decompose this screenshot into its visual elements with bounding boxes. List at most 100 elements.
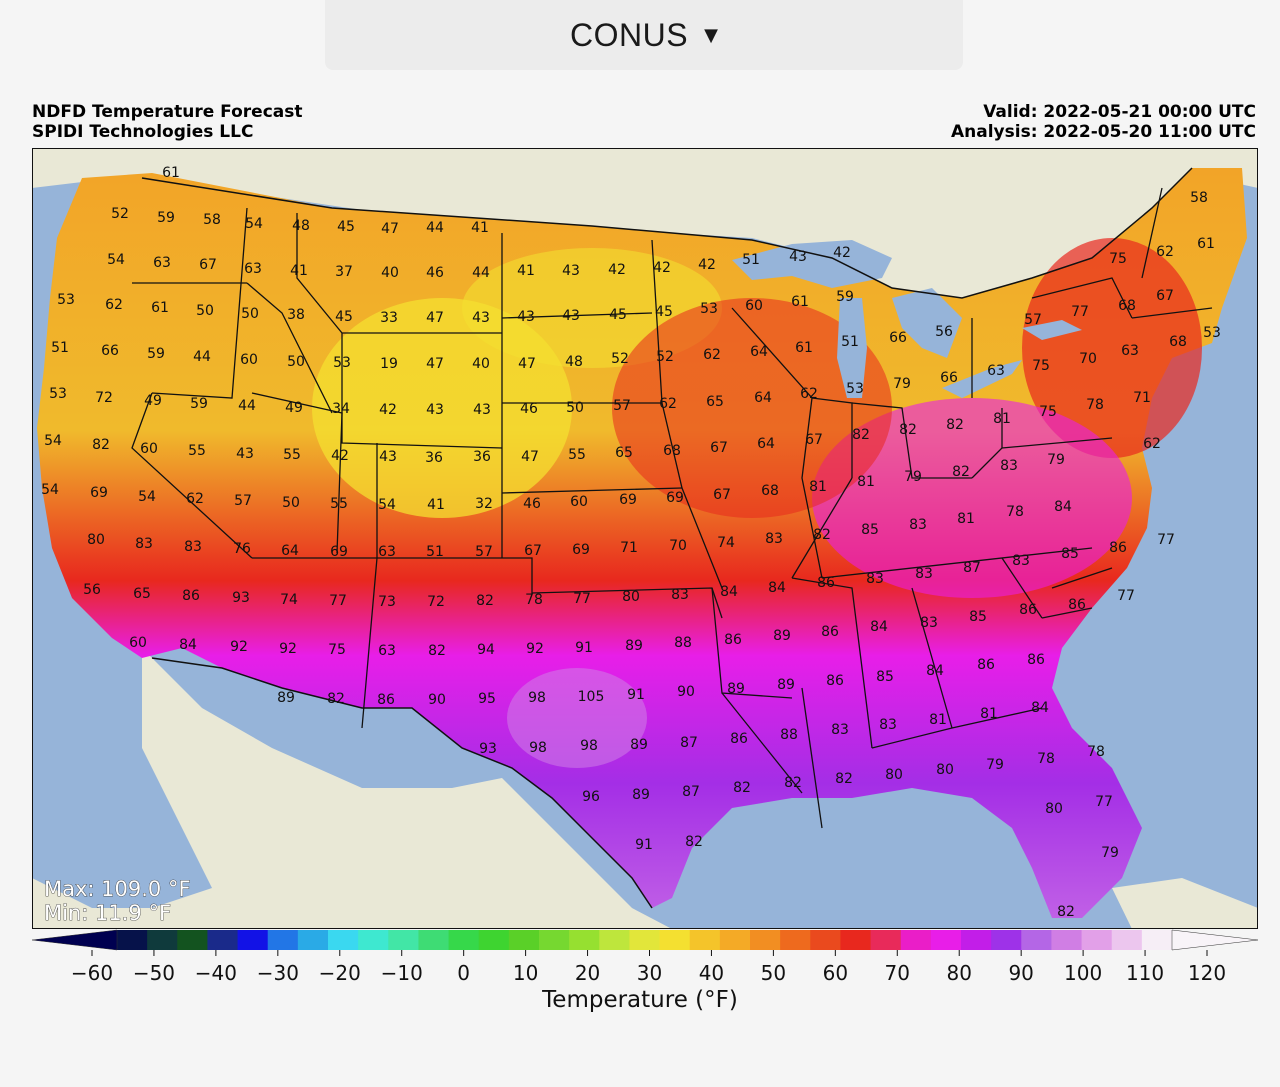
temperature-label: 19 (380, 356, 398, 372)
temperature-label: 83 (915, 566, 933, 582)
temperature-label: 98 (529, 740, 547, 756)
temperature-label: 79 (1101, 845, 1119, 861)
temperature-label: 87 (682, 784, 700, 800)
temperature-label: 61 (151, 300, 169, 316)
temperature-label: 56 (935, 324, 953, 340)
forecast-header-right: Valid: 2022-05-21 00:00 UTC Analysis: 20… (951, 102, 1256, 142)
temperature-label: 86 (1019, 602, 1037, 618)
temperature-label: 81 (957, 511, 975, 527)
temperature-label: 91 (575, 640, 593, 656)
colorbar-tick-label: 40 (699, 961, 724, 983)
temperature-label: 83 (920, 615, 938, 631)
temperature-label: 94 (477, 642, 495, 658)
temperature-label: 57 (613, 398, 631, 414)
temperature-label: 77 (1071, 304, 1089, 320)
temperature-label: 62 (105, 297, 123, 313)
temperature-label: 62 (186, 491, 204, 507)
temperature-label: 60 (129, 635, 147, 651)
temperature-label: 85 (1061, 546, 1079, 562)
temperature-label: 55 (330, 496, 348, 512)
colorbar-cell (1051, 930, 1083, 950)
temperature-label: 98 (528, 690, 546, 706)
colorbar-tick-label: −50 (133, 961, 175, 983)
temperature-label: 75 (328, 642, 346, 658)
temperature-label: 45 (335, 309, 353, 325)
temperature-label: 54 (44, 433, 62, 449)
temperature-label: 50 (196, 303, 214, 319)
temperature-label: 53 (333, 355, 351, 371)
temperature-label: 81 (929, 712, 947, 728)
temperature-label: 85 (876, 669, 894, 685)
temperature-label: 69 (666, 490, 684, 506)
temperature-label: 86 (817, 575, 835, 591)
temperature-label: 79 (893, 376, 911, 392)
temperature-label: 42 (608, 262, 626, 278)
temperature-label: 82 (784, 775, 802, 791)
temperature-label: 82 (327, 691, 345, 707)
colorbar-cell (750, 930, 781, 950)
temperature-label: 62 (800, 386, 818, 402)
temperature-label: 66 (101, 343, 119, 359)
colorbar-tick-label: 110 (1126, 961, 1164, 983)
temperature-label: 69 (619, 492, 637, 508)
temperature-label: 91 (627, 687, 645, 703)
temperature-label: 58 (1190, 190, 1208, 206)
colorbar-cell (1111, 930, 1143, 950)
temperature-label: 66 (889, 330, 907, 346)
temperature-label: 42 (653, 260, 671, 276)
colorbar-cell (539, 930, 570, 950)
temperature-label: 52 (611, 351, 629, 367)
temperature-label: 69 (572, 542, 590, 558)
temperature-label: 81 (993, 411, 1011, 427)
colorbar-high-arrow (1171, 929, 1258, 951)
temperature-label: 82 (733, 780, 751, 796)
colorbar-tick-label: 100 (1064, 961, 1102, 983)
temperature-label: 50 (282, 495, 300, 511)
midwest-red (612, 298, 892, 518)
region-dropdown-value: CONUS (570, 16, 689, 53)
temperature-label: 78 (1006, 504, 1024, 520)
temperature-label: 65 (615, 445, 633, 461)
temperature-label: 43 (562, 263, 580, 279)
temperature-label: 48 (565, 354, 583, 370)
temperature-label: 50 (287, 354, 305, 370)
temperature-label: 62 (703, 347, 721, 363)
temperature-label: 77 (1117, 588, 1135, 604)
temperature-label: 67 (805, 432, 823, 448)
temperature-label: 61 (795, 340, 813, 356)
temperature-label: 80 (622, 589, 640, 605)
temperature-label: 89 (773, 628, 791, 644)
temperature-label: 42 (331, 448, 349, 464)
temperature-label: 82 (946, 417, 964, 433)
temperature-label: 79 (904, 469, 922, 485)
temperature-label: 48 (292, 218, 310, 234)
state-borders (131, 187, 1213, 829)
temperature-label: 53 (846, 381, 864, 397)
temperature-label: 89 (632, 787, 650, 803)
colorbar-tick-label: −10 (381, 961, 423, 983)
lake-superior (732, 240, 892, 288)
temperature-label: 80 (1045, 801, 1063, 817)
temperature-label: 83 (671, 587, 689, 603)
colorbar-cell (1081, 930, 1113, 950)
temperature-label: 63 (153, 255, 171, 271)
temperature-label: 84 (179, 637, 197, 653)
colorbar-cell (810, 930, 841, 950)
temperature-label: 41 (471, 220, 489, 236)
temperature-label: 60 (570, 494, 588, 510)
temperature-label: 49 (285, 400, 303, 416)
colorbar-cell (297, 930, 329, 950)
region-dropdown[interactable]: CONUS ▼ (325, 0, 963, 70)
temperature-label: 59 (836, 289, 854, 305)
temperature-label: 79 (1047, 452, 1065, 468)
temperature-label: 68 (663, 443, 681, 459)
temperature-label: 86 (730, 731, 748, 747)
temperature-label: 41 (517, 263, 535, 279)
temperature-label: 57 (1024, 312, 1042, 328)
temperature-label: 43 (562, 308, 580, 324)
temperature-label: 63 (378, 544, 396, 560)
temperature-label: 82 (685, 834, 703, 850)
temperature-label: 34 (332, 401, 350, 417)
temperature-label: 36 (473, 449, 491, 465)
forecast-title: NDFD Temperature Forecast (32, 102, 303, 122)
